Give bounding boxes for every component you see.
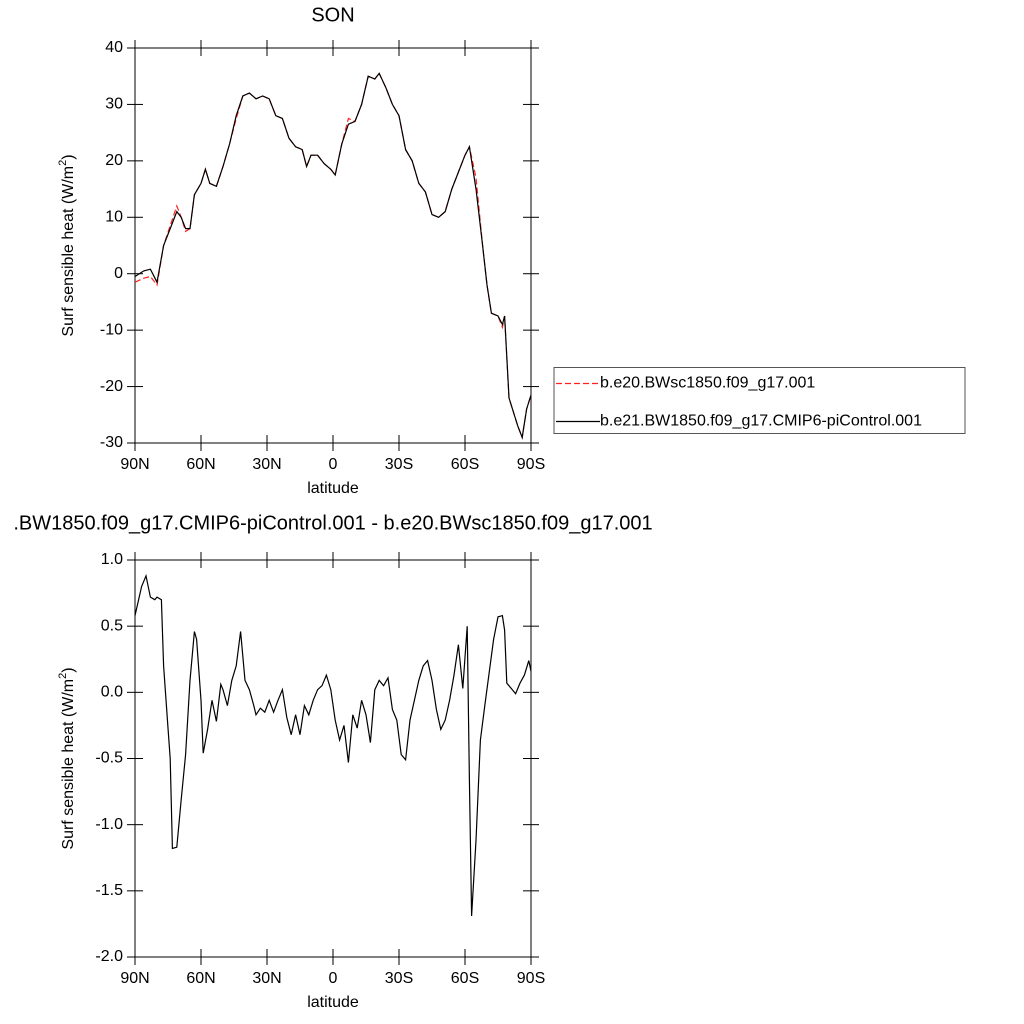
y-tick-label: 40 — [105, 39, 123, 56]
y-tick-label: 0.5 — [101, 617, 123, 634]
x-tick-label: 60S — [451, 456, 479, 473]
y-tick-label: -20 — [100, 378, 123, 395]
plot-frame — [134, 47, 532, 444]
x-tick-label: 0 — [329, 970, 338, 987]
x-axis-label: latitude — [307, 994, 359, 1011]
y-axis-label-part: Surf sensible heat (W/m — [60, 679, 77, 850]
y-axis-label-part: ) — [60, 154, 77, 159]
y-tick-label: 10 — [105, 209, 123, 226]
y-tick-label: 0.0 — [101, 684, 123, 701]
legend-label: b.e21.BW1850.f09_g17.CMIP6-piControl.001 — [600, 413, 922, 430]
y-tick-label: -1.0 — [95, 816, 123, 833]
x-tick-label: 60N — [186, 456, 215, 473]
data-line — [134, 72, 532, 440]
x-tick-label: 30S — [385, 456, 413, 473]
y-tick-label: -30 — [100, 434, 123, 451]
plot: SON -30 -20 -10 0 10 20 30 40 90N 60N 30N 0 30S 60S 90S… — [57, 4, 966, 497]
x-tick-label: 90S — [517, 456, 545, 473]
y-axis-label-part: 2 — [57, 160, 69, 166]
x-tick-label: 90S — [517, 970, 545, 987]
y-tick-label: -0.5 — [95, 750, 123, 767]
y-axis-label-part: ) — [60, 667, 77, 672]
x-tick-label: 30S — [385, 970, 413, 987]
x-tick-label: 30N — [252, 456, 281, 473]
y-tick-label: 0 — [114, 265, 123, 282]
y-tick-label: -1.5 — [95, 882, 123, 899]
legend-label: b.e20.BWsc1850.f09_g17.001 — [600, 375, 815, 392]
x-tick-label: 60N — [186, 970, 215, 987]
x-tick-label: 30N — [252, 970, 281, 987]
y-tick-label: 30 — [105, 96, 123, 113]
y-axis-label-part: Surf sensible heat (W/m — [60, 166, 77, 337]
data-line — [134, 72, 532, 440]
x-axis-label: latitude — [307, 480, 359, 497]
y-tick-label: -10 — [100, 321, 123, 338]
plot-frame — [134, 559, 532, 958]
data-line — [134, 573, 532, 917]
y-axis-label: Surf sensible heat (W/m2) — [57, 667, 77, 849]
y-tick-label: 1.0 — [101, 551, 123, 568]
legend-box — [553, 367, 966, 434]
y-tick-label: -2.0 — [95, 948, 123, 965]
chart-title: .BW1850.f09_g17.CMIP6-piControl.001 - b.… — [13, 512, 652, 534]
x-tick-label: 90N — [120, 456, 149, 473]
y-tick-label: 20 — [105, 152, 123, 169]
y-axis-label-part: 2 — [57, 673, 69, 679]
x-tick-label: 60S — [451, 970, 479, 987]
plot: .BW1850.f09_g17.CMIP6-piControl.001 - b.… — [13, 512, 652, 1011]
x-tick-label: 0 — [329, 456, 338, 473]
x-tick-label: 90N — [120, 970, 149, 987]
chart-title: SON — [311, 4, 354, 26]
y-axis-label: Surf sensible heat (W/m2) — [57, 154, 77, 336]
